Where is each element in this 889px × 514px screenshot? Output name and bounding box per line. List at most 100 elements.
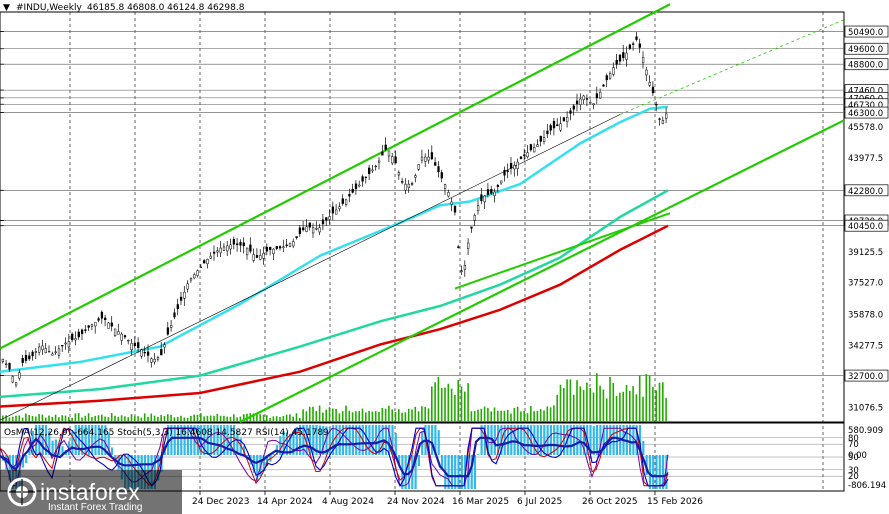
candle-body (384, 144, 387, 150)
candle-body (245, 247, 249, 256)
indicator-axis-label: 20 (848, 472, 859, 482)
volume-bar (421, 406, 423, 422)
volume-bar (480, 408, 483, 422)
candle-body (41, 345, 44, 350)
candle-body (14, 382, 18, 386)
candle-body (529, 144, 533, 151)
volume-bar (84, 415, 87, 422)
volume-bar (147, 416, 149, 422)
candle-body (272, 248, 275, 254)
volume-bar (54, 414, 57, 422)
candle-body (407, 183, 410, 188)
volume-bar (635, 394, 638, 422)
candle-body (166, 327, 170, 335)
osma-bar (38, 425, 41, 455)
volume-bar (365, 412, 367, 422)
osma-bar (186, 425, 189, 455)
osma-bar (25, 455, 28, 464)
volume-bar (31, 415, 34, 422)
price-label-box (844, 42, 889, 55)
candle-body (133, 342, 137, 347)
candle-body (523, 154, 526, 156)
candle-body (67, 341, 71, 348)
candle-body (368, 167, 371, 174)
candle-body (457, 246, 460, 248)
candle-body (506, 170, 509, 172)
osma-bar (437, 430, 440, 455)
chart-menu-icon[interactable]: ▼ (3, 3, 10, 13)
osma-bar (28, 449, 31, 455)
price-axis: 50490.049600.048800.047460.047060.046730… (0, 25, 889, 413)
volume-bar (424, 406, 426, 422)
candle-body (44, 348, 47, 353)
candle-body (285, 244, 288, 246)
volume-bar (203, 416, 205, 422)
candle-body (222, 246, 226, 251)
osma-bar (563, 425, 566, 455)
volume-bar (355, 411, 357, 422)
volume-bar (503, 410, 506, 422)
osma-bar (473, 455, 477, 489)
volume-bar (434, 382, 436, 422)
volume-bars (2, 373, 667, 422)
volume-bar (127, 417, 129, 422)
volume-bar (513, 408, 516, 422)
volume-bar (648, 375, 651, 422)
volume-bar (41, 414, 44, 422)
candle-body (467, 242, 470, 249)
volume-bar (150, 413, 153, 422)
volume-bar (467, 383, 469, 422)
volume-bar (500, 410, 502, 422)
candle-body (351, 188, 354, 193)
candle-body (420, 156, 424, 161)
candle-body (57, 348, 61, 356)
volume-bar (104, 416, 106, 422)
osma-bar (292, 434, 295, 455)
osma-bar (652, 455, 655, 489)
candle-body (500, 180, 503, 184)
candle-body (318, 227, 321, 233)
time-axis-label: 26 Oct 2025 (582, 497, 638, 507)
candle-body (113, 328, 117, 336)
candle-body (18, 372, 21, 379)
volume-bar (68, 417, 70, 422)
candle-body (618, 54, 622, 62)
time-axis: 24 Dec 2023 14 Apr 2024 4 Aug 2024 24 Nov 2… (192, 491, 703, 507)
osma-bar (279, 436, 282, 455)
volume-bar (18, 415, 21, 422)
osma-bar (61, 446, 64, 455)
time-axis-label: 16 Mar 2025 (452, 497, 509, 507)
indicator-axis-label: 580.909 (848, 426, 883, 436)
volume-bar (520, 411, 522, 422)
candle-body (259, 255, 262, 260)
osma-bar (457, 455, 460, 489)
osma-bar (213, 425, 216, 455)
volume-bar (25, 413, 27, 422)
osma-bar (54, 439, 57, 455)
candle-body (123, 335, 127, 338)
candle-body (137, 342, 140, 348)
candle-body (592, 103, 595, 105)
osma-bar (345, 425, 348, 455)
candle-body (394, 156, 397, 164)
time-axis-label: 15 Feb 2026 (647, 497, 703, 507)
osma-bar (513, 425, 516, 455)
osma-bar (368, 425, 371, 455)
candle-body (282, 246, 285, 248)
candle-body (219, 247, 222, 254)
candle-body (328, 216, 331, 220)
price-axis-label: 47460.0 (848, 87, 883, 97)
candle-body (625, 52, 628, 60)
osma-bar (394, 433, 397, 455)
candle-body (77, 331, 80, 338)
indicator-axis-label: 30 (848, 466, 859, 476)
volume-bar (44, 417, 47, 422)
candle-body (641, 57, 645, 63)
volume-bar (378, 411, 380, 422)
candle-body (579, 98, 582, 105)
candle-body (120, 333, 123, 341)
volume-bar (543, 410, 545, 422)
osma-bar (559, 425, 562, 455)
